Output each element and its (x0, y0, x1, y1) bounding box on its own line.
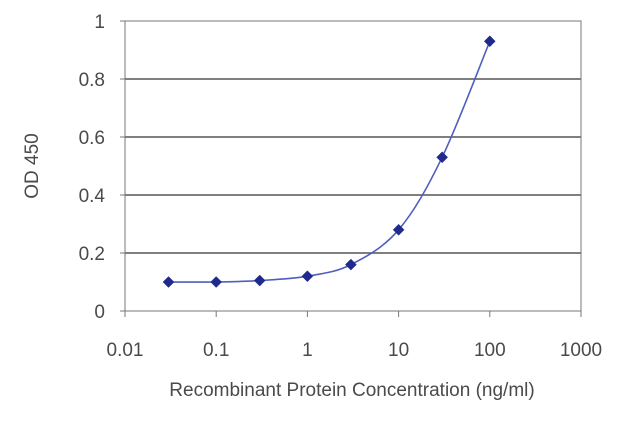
y-tick-label: 0.4 (79, 186, 106, 207)
x-axis-label: Recombinant Protein Concentration (ng/ml… (169, 380, 534, 401)
x-tick-label: 1000 (560, 340, 602, 361)
data-point (253, 274, 266, 287)
data-point (162, 276, 175, 288)
data-point (483, 35, 496, 48)
y-tick-label: 0.2 (79, 244, 105, 265)
gridlines (125, 78, 581, 254)
data-point (301, 270, 314, 283)
x-tick-label: 10 (388, 340, 409, 361)
x-axis-ticks: 0.01 0.1 1 10 100 1000 (107, 311, 602, 361)
y-tick-label: 0.8 (79, 70, 105, 91)
x-tick-label: 100 (474, 340, 506, 361)
y-tick-label: 1 (94, 12, 105, 33)
x-tick-label: 1 (302, 340, 313, 361)
y-tick-label: 0.6 (79, 128, 105, 149)
data-point (392, 223, 405, 236)
series-points (162, 35, 496, 288)
y-axis-label: OD 450 (22, 133, 43, 198)
y-axis-ticks: 0 0.2 0.4 0.6 0.8 1 (79, 12, 125, 323)
data-point (345, 258, 357, 271)
y-tick-label: 0 (94, 302, 105, 323)
plot-area-frame (124, 20, 582, 312)
x-tick-label: 0.01 (107, 340, 144, 361)
data-point (436, 151, 448, 164)
x-tick-label: 0.1 (203, 340, 229, 361)
data-point (210, 276, 223, 288)
